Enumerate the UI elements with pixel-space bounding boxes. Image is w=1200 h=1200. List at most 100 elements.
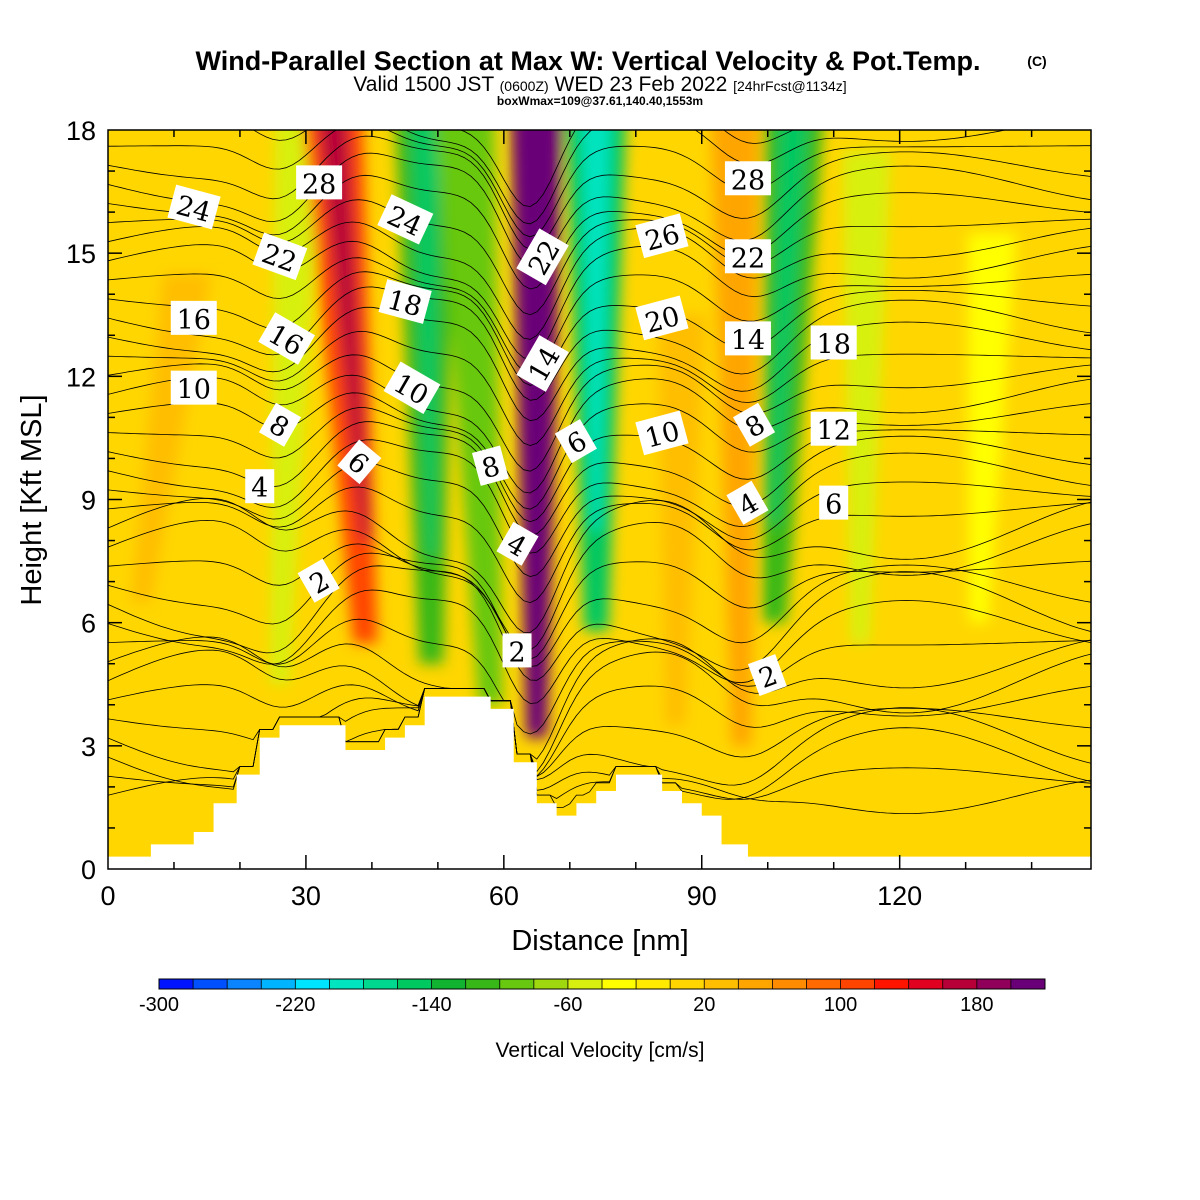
contour-label-text: 14 (731, 325, 765, 356)
colorbar-tick-label: -140 (412, 994, 452, 1016)
contour-label-box (252, 232, 308, 281)
contour-label-box (724, 161, 771, 196)
theta-contour-line (108, 135, 1091, 251)
theta-contour-line (108, 486, 1091, 604)
terrain (108, 696, 1091, 869)
contour-label: 24 (167, 184, 221, 230)
contour-label-text: 10 (177, 375, 211, 406)
colorbar-swatch (499, 979, 535, 989)
y-tick-label: 6 (81, 609, 96, 639)
contour-label-box (724, 321, 771, 356)
colorbar-swatch (772, 979, 807, 989)
y-axis-title: Height [Kft MSL] (16, 394, 48, 605)
contour-label-box (297, 558, 340, 603)
contour-label-box (496, 521, 539, 566)
contour-label: 6 (819, 485, 849, 521)
colorbar-swatch (465, 979, 501, 989)
theta-contour-line (108, 589, 1091, 704)
y-tick-label: 18 (66, 116, 96, 146)
contour-label-box (245, 469, 275, 504)
contour-label-box (170, 370, 217, 405)
theta-contour-line (108, 130, 1091, 238)
theta-contour-line (108, 374, 1091, 494)
contour-label-box (167, 184, 221, 230)
colorbar-swatch (363, 979, 399, 989)
velocity-band (968, 233, 1017, 623)
contour-label-box (724, 239, 771, 274)
colorbar-swatch (295, 979, 330, 989)
colorbar-swatch (738, 979, 773, 989)
colorbar-swatch (193, 979, 228, 989)
colorbar-tick-label: 20 (693, 994, 715, 1016)
chart-subtitle-zulu: (0600Z) (500, 78, 549, 94)
colorbar-tick-label: -300 (139, 994, 179, 1016)
theta-contour-line (108, 286, 1091, 401)
x-axis-title: Distance [nm] (511, 925, 688, 957)
y-tick-label: 0 (81, 855, 96, 885)
colorbar-tick-label: 180 (960, 994, 993, 1016)
contour-label-text: 28 (731, 165, 765, 196)
colorbar-swatch (670, 979, 705, 989)
contour-label-text: 12 (817, 416, 851, 447)
contour-label-box (170, 300, 217, 335)
colorbar-swatch (840, 979, 876, 989)
colorbar-title: Vertical Velocity [cm/s] (496, 1039, 705, 1062)
contour-label-box (635, 410, 689, 456)
chart-title: Wind-Parallel Section at Max W: Vertical… (196, 46, 981, 76)
theta-contour-line (108, 462, 1091, 578)
contour-label: 2 (502, 633, 532, 668)
theta-contour-line (108, 552, 1091, 667)
colorbar-swatch (908, 979, 944, 989)
contour-label-box (635, 295, 689, 341)
contour-label-box (383, 361, 441, 415)
colorbar-swatch (533, 979, 569, 989)
colorbar-swatch (942, 979, 978, 989)
chart-subtitle: Valid 1500 JST (0600Z) WED 23 Feb 2022 [… (353, 73, 846, 96)
contour-label-box (516, 228, 569, 286)
theta-contour-line (108, 543, 1091, 660)
chart-subtitle-forecast: [24hrFcst@1134z] (733, 78, 847, 94)
colorbar-swatch (1010, 979, 1046, 989)
contour-label: 22 (516, 228, 569, 286)
theta-contour-line (108, 330, 1091, 447)
contour-label-text: 6 (825, 490, 842, 521)
theta-contour-line (108, 649, 1091, 773)
theta-contour-line (108, 257, 1091, 374)
contour-label-box (635, 213, 689, 259)
colorbar-tick-label: -60 (553, 994, 582, 1016)
contour-label: 12 (810, 411, 857, 447)
contour-label: 28 (296, 165, 343, 200)
theta-contour-line (108, 519, 1091, 651)
contour-label-text: 22 (731, 243, 765, 274)
contour-label: 16 (170, 300, 217, 336)
colorbar-swatch (704, 979, 739, 989)
colorbar-swatch (431, 979, 467, 989)
chart-subtitle-valid: Valid 1500 JST (353, 73, 499, 96)
theta-contour-line (108, 354, 1091, 472)
contour-label-box (516, 335, 569, 392)
theta-contour-line (108, 152, 1091, 267)
colorbar-swatch (329, 979, 364, 989)
contour-label-box (378, 279, 432, 324)
x-tick-label: 60 (489, 881, 519, 911)
y-axis: 0 3 6 9 12 15 18 (66, 116, 1091, 885)
colorbar-swatch (567, 979, 603, 989)
contour-label-box (810, 325, 857, 360)
colorbar-tick-label: 100 (824, 994, 857, 1016)
y-tick-label: 15 (66, 239, 96, 269)
chart-title-block: Wind-Parallel Section at Max W: Vertical… (196, 46, 1047, 108)
theta-contour-line (108, 684, 1091, 777)
contour-label-box (377, 194, 434, 245)
contour-label-box (810, 411, 857, 446)
colorbar-swatch (806, 979, 842, 989)
contour-label-box (258, 402, 302, 447)
contour-label-box (747, 654, 787, 697)
contour-label-box (732, 402, 776, 447)
contour-label: 20 (635, 295, 689, 341)
contour-label-text: 16 (177, 305, 211, 336)
contour-label-box (337, 439, 382, 485)
x-axis: 0 30 60 90 120 (100, 130, 1033, 911)
theta-contour-line (108, 688, 1091, 778)
